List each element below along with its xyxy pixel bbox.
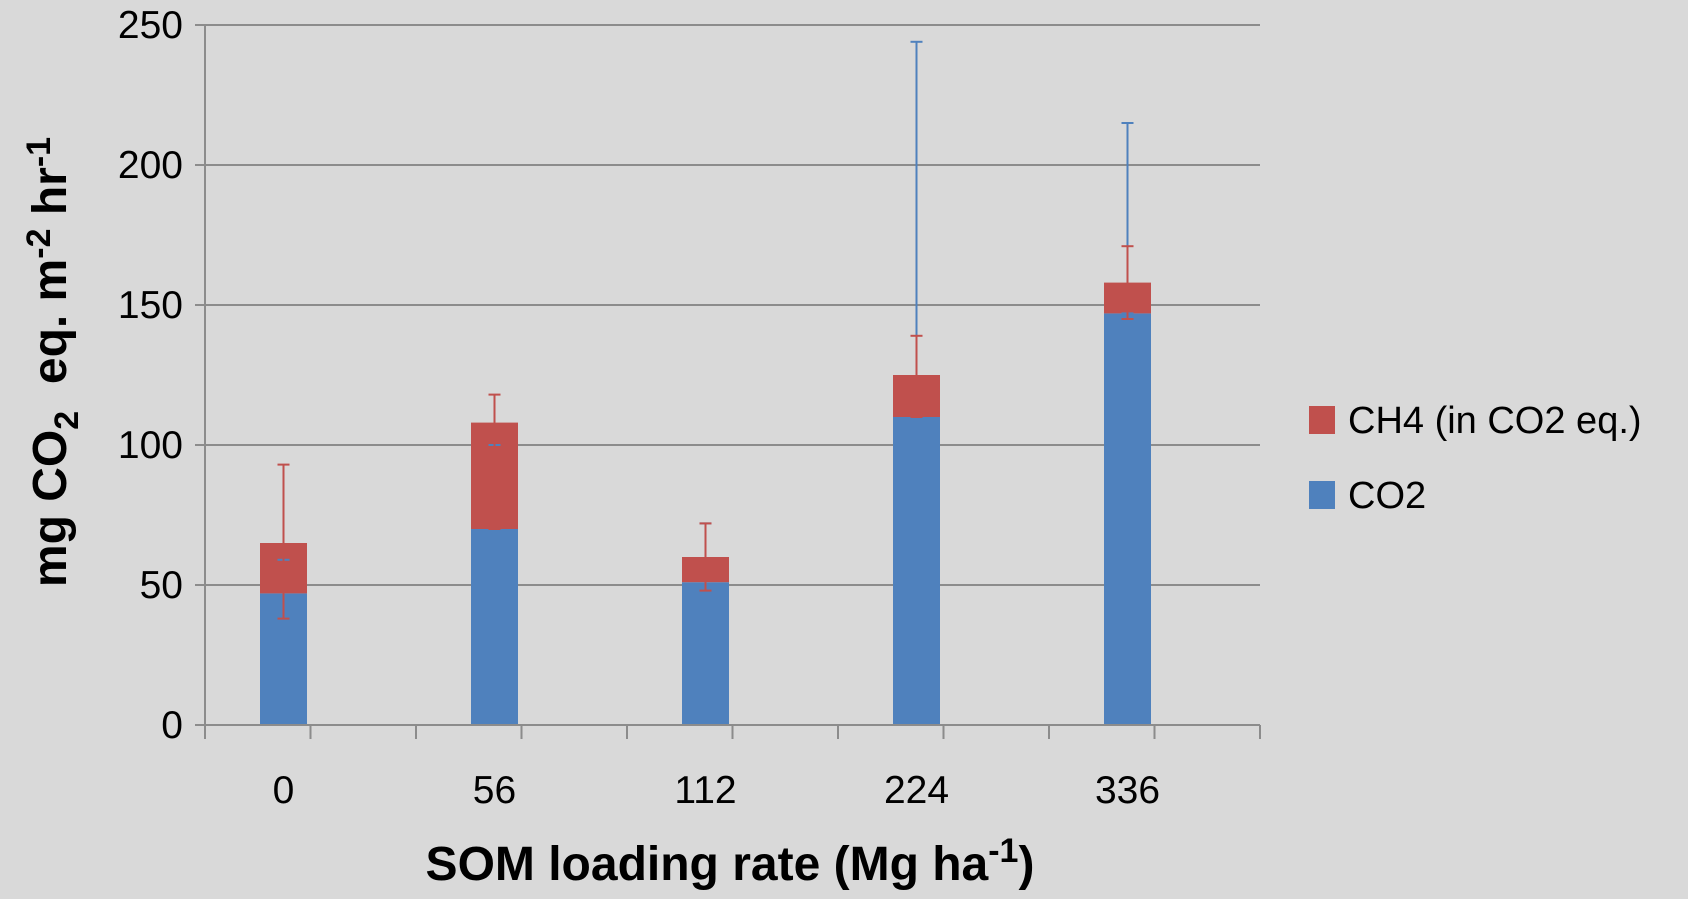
legend-swatch-ch4 bbox=[1309, 406, 1335, 434]
y-axis-title-part3: hr bbox=[24, 167, 77, 228]
bar-co2 bbox=[1104, 313, 1151, 725]
y-axis-title-sup1: -2 bbox=[20, 229, 58, 259]
y-axis-title: mg CO2 eq. m-2 hr-1 bbox=[20, 137, 86, 587]
bars bbox=[260, 282, 1151, 725]
y-axis-title-sup2: -1 bbox=[20, 137, 58, 167]
y-tick-label: 250 bbox=[118, 4, 183, 47]
y-tick-labels: 0 50 100 150 200 250 bbox=[118, 4, 183, 747]
axes bbox=[195, 24, 1261, 739]
legend-label-co2: CO2 bbox=[1348, 475, 1426, 517]
bar-co2 bbox=[471, 529, 518, 725]
x-tick-label: 336 bbox=[1095, 769, 1160, 812]
x-tick-label: 112 bbox=[674, 769, 736, 812]
bar-co2 bbox=[893, 417, 940, 725]
y-axis-title-sub: 2 bbox=[48, 411, 86, 430]
legend-label-ch4: CH4 (in CO2 eq.) bbox=[1348, 400, 1642, 442]
x-axis-title-main: SOM loading rate (Mg ha bbox=[426, 838, 989, 891]
y-tick-label: 150 bbox=[118, 284, 183, 327]
y-tick-label: 100 bbox=[118, 424, 183, 467]
error-bars bbox=[277, 40, 1134, 620]
y-axis-title-part2: eq. m bbox=[24, 259, 77, 411]
y-axis-title-part1: mg CO bbox=[24, 430, 77, 587]
y-tick-label: 200 bbox=[118, 144, 183, 187]
x-tick-label: 0 bbox=[273, 769, 295, 812]
gridlines bbox=[205, 24, 1260, 586]
bar-co2 bbox=[682, 582, 729, 725]
x-axis-title-end: ) bbox=[1018, 838, 1034, 891]
x-tick-label: 56 bbox=[473, 769, 516, 812]
x-tick-label: 224 bbox=[884, 769, 949, 812]
x-axis-title-sup: -1 bbox=[988, 832, 1018, 870]
legend-swatch-co2 bbox=[1309, 481, 1335, 509]
x-axis-title: SOM loading rate (Mg ha-1) bbox=[426, 832, 1035, 891]
y-tick-label: 50 bbox=[140, 564, 183, 607]
x-tick-labels: 0 56 112 224 336 bbox=[273, 769, 1160, 812]
legend: CH4 (in CO2 eq.) CO2 bbox=[1309, 400, 1642, 517]
y-tick-label: 0 bbox=[161, 704, 183, 747]
